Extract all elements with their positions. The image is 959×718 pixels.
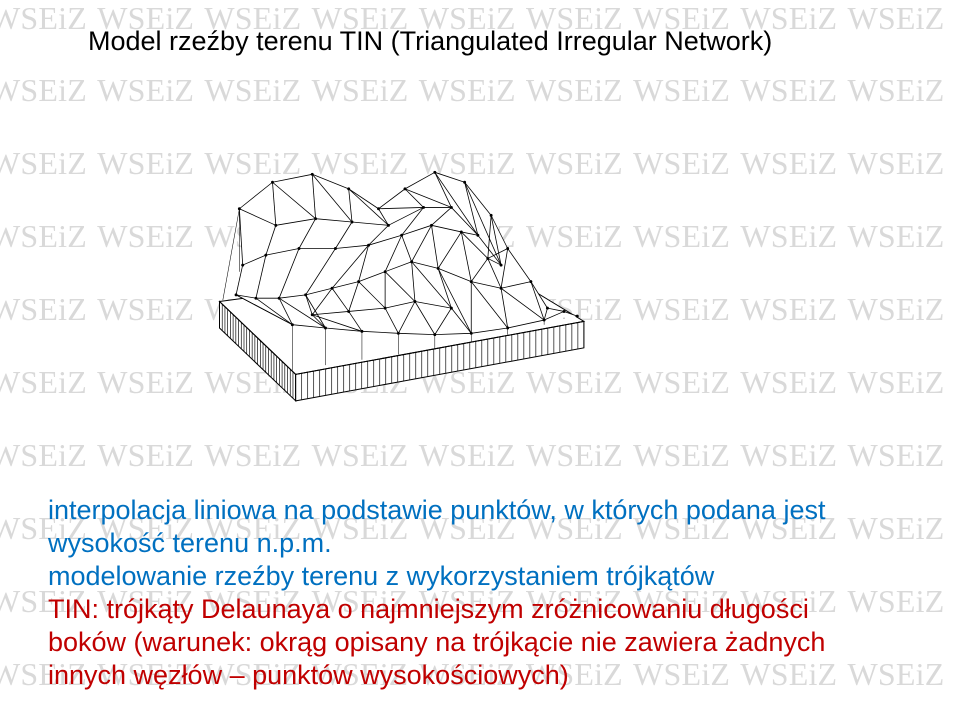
paragraph-line: innych węzłów – punktów wysokościowych) <box>48 659 825 692</box>
paragraph-line: interpolacja liniowa na podstawie punktó… <box>48 494 825 527</box>
tin-figure <box>140 70 670 480</box>
paragraph-line: boków (warunek: okrąg opisany na trójkąc… <box>48 626 825 659</box>
body-paragraph: interpolacja liniowa na podstawie punktó… <box>48 494 825 692</box>
paragraph-line: wysokość terenu n.p.m. <box>48 527 825 560</box>
paragraph-line: TIN: trójkąty Delaunaya o najmniejszym z… <box>48 593 825 626</box>
page-title: Model rzeźby terenu TIN (Triangulated Ir… <box>88 26 772 57</box>
paragraph-line: modelowanie rzeźby terenu z wykorzystani… <box>48 560 825 593</box>
